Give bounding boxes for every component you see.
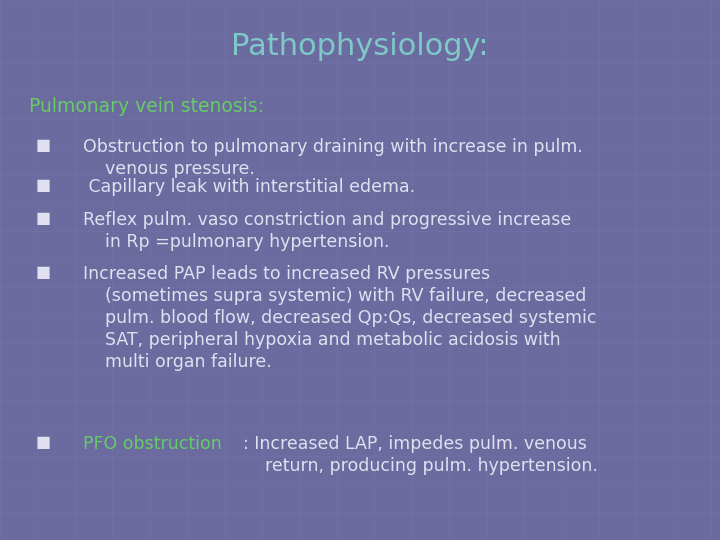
- Text: Increased PAP leads to increased RV pressures
    (sometimes supra systemic) wit: Increased PAP leads to increased RV pres…: [83, 265, 596, 372]
- Text: Pathophysiology:: Pathophysiology:: [231, 32, 489, 62]
- Text: Pulmonary vein stenosis:: Pulmonary vein stenosis:: [29, 97, 264, 116]
- Text: Capillary leak with interstitial edema.: Capillary leak with interstitial edema.: [83, 178, 415, 196]
- Text: ■: ■: [36, 138, 51, 153]
- Text: ■: ■: [36, 435, 51, 450]
- Text: Reflex pulm. vaso constriction and progressive increase
    in Rp =pulmonary hyp: Reflex pulm. vaso constriction and progr…: [83, 211, 571, 251]
- Text: ■: ■: [36, 178, 51, 193]
- Text: Obstruction to pulmonary draining with increase in pulm.
    venous pressure.: Obstruction to pulmonary draining with i…: [83, 138, 582, 178]
- Text: ■: ■: [36, 211, 51, 226]
- Text: ■: ■: [36, 265, 51, 280]
- Text: : Increased LAP, impedes pulm. venous
    return, producing pulm. hypertension.: : Increased LAP, impedes pulm. venous re…: [243, 435, 598, 475]
- Text: PFO obstruction: PFO obstruction: [83, 435, 222, 453]
